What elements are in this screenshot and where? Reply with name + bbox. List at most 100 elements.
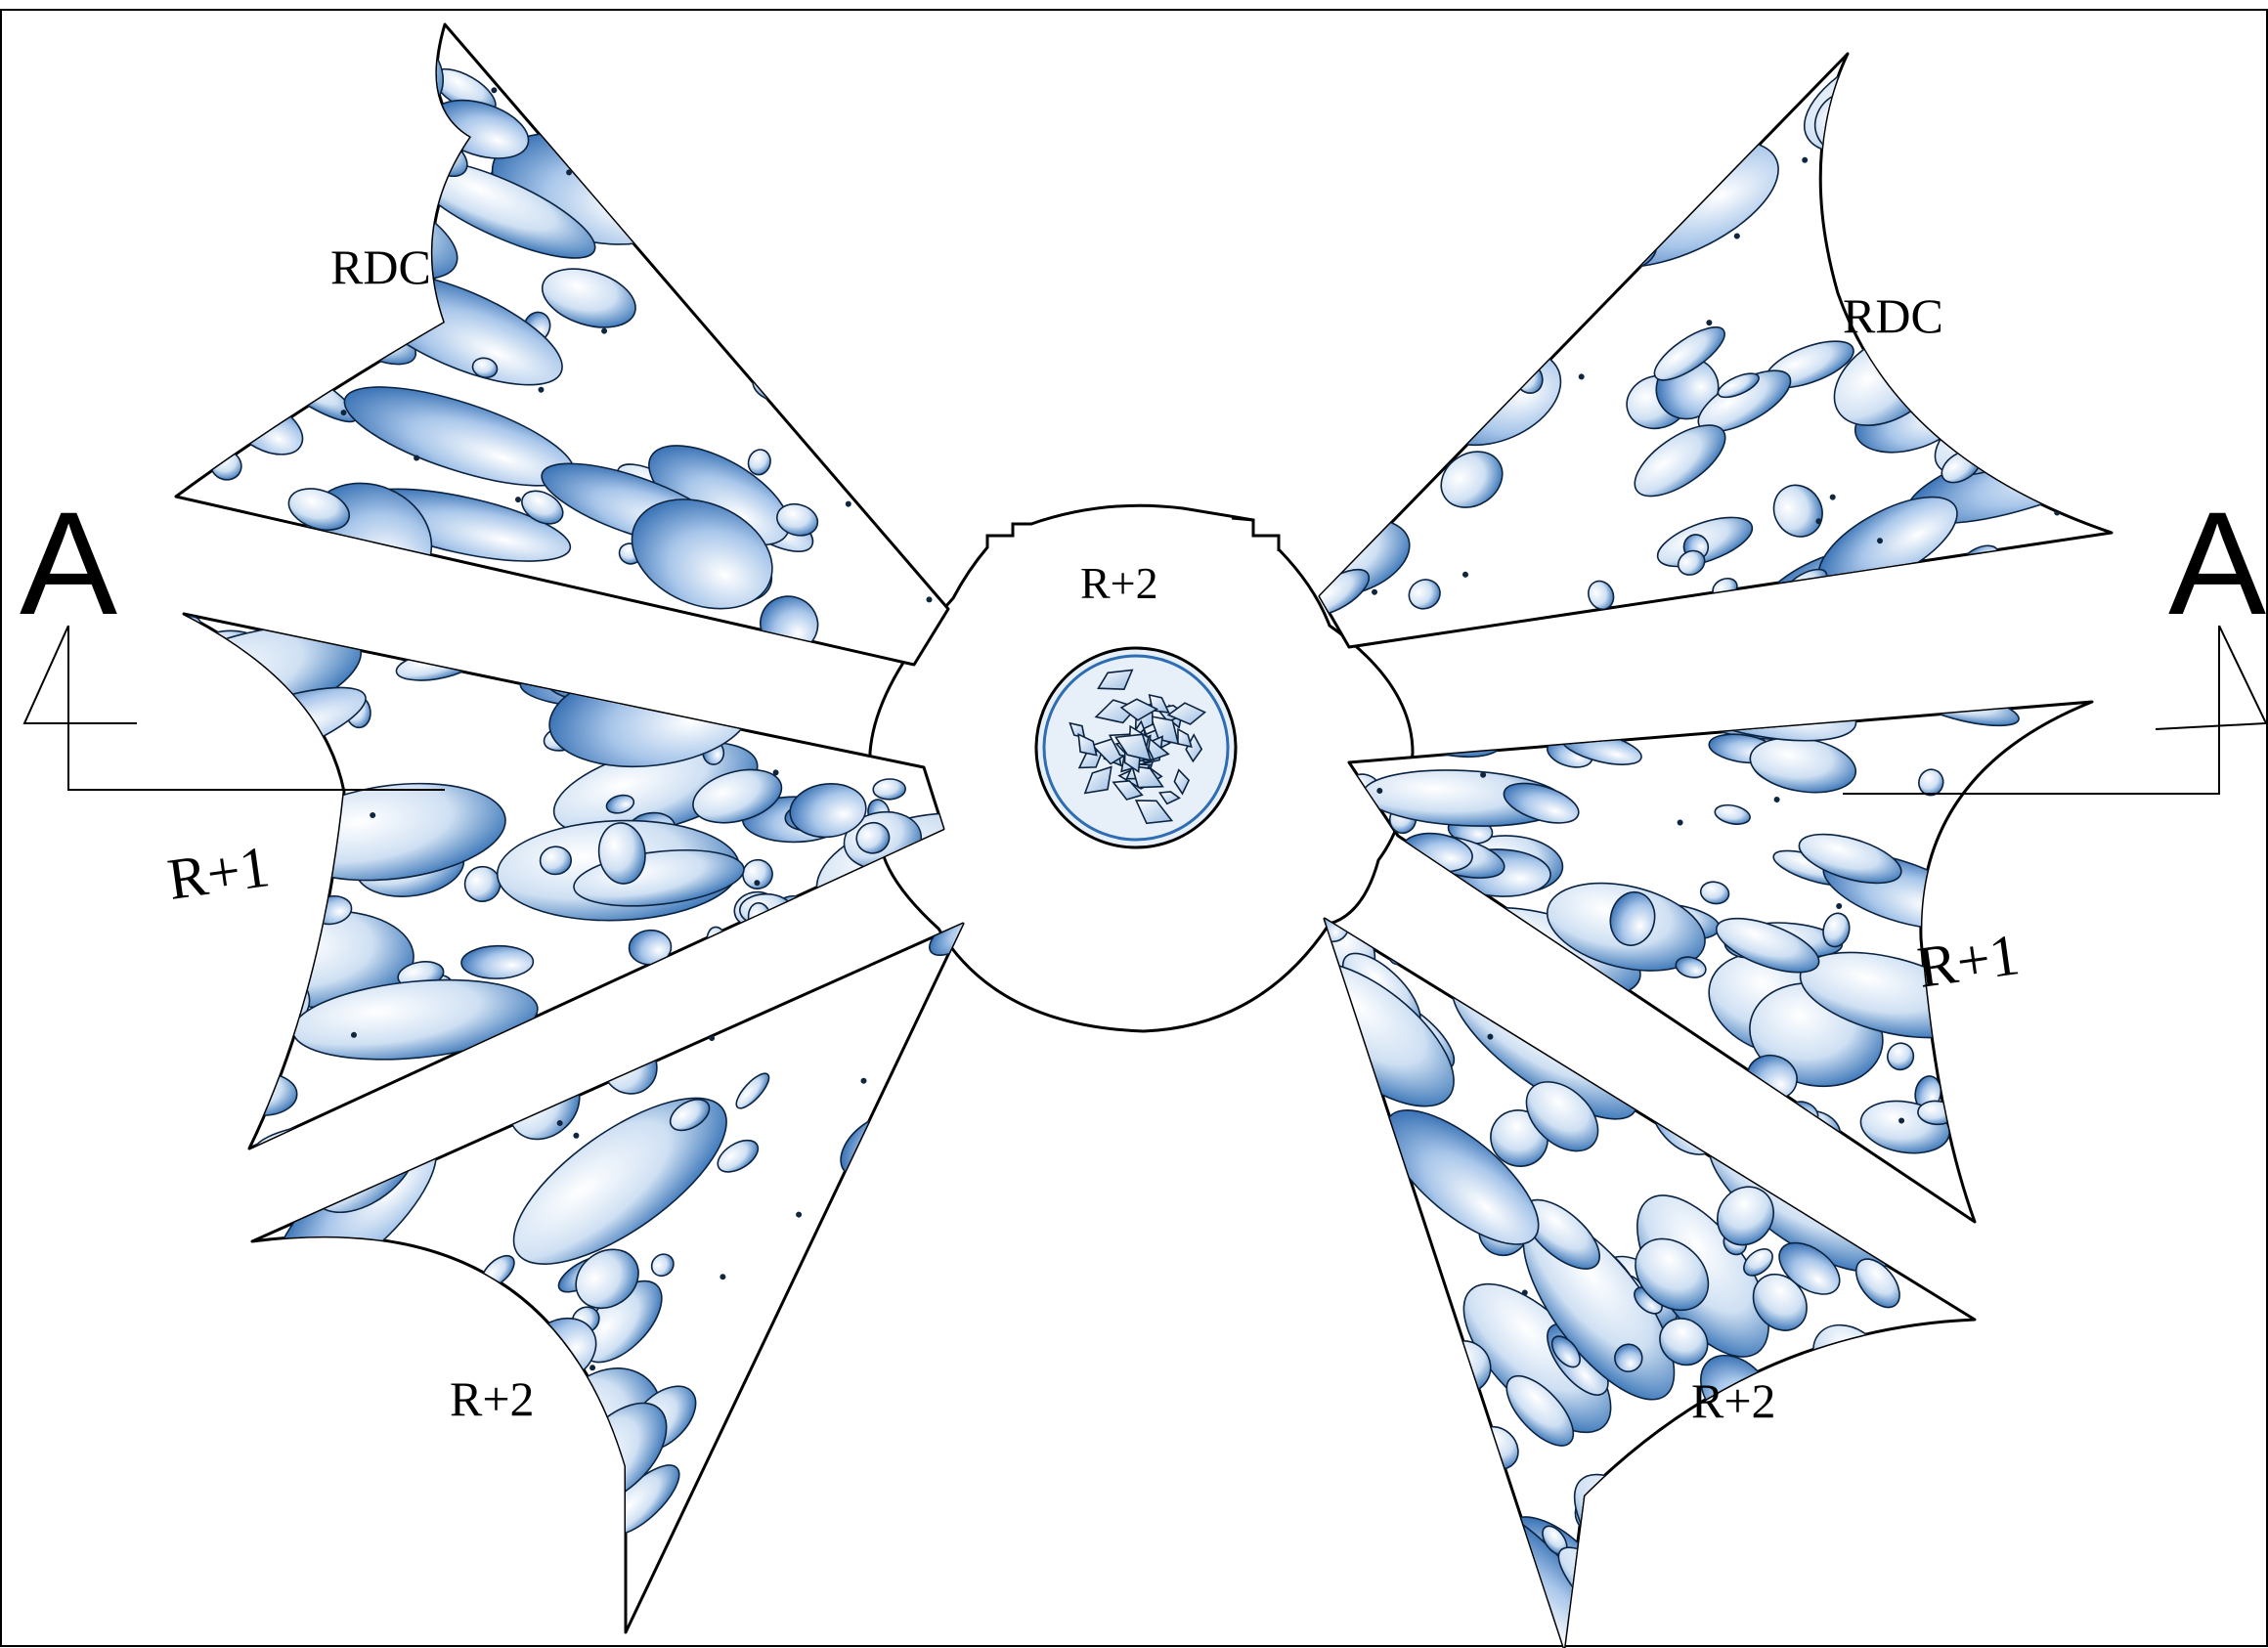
glass-facet: [1173, 768, 1191, 796]
bubble-opening: [1877, 538, 1883, 544]
wing-label-left-bottom: R+2: [450, 1371, 535, 1426]
bubble-opening: [224, 953, 257, 976]
bubble-opening: [735, 1072, 770, 1109]
bubble-opening: [1588, 580, 1615, 611]
bubble-opening: [1714, 803, 1751, 825]
bubble-opening: [1822, 912, 1851, 948]
glass-facet: [1134, 800, 1174, 825]
bubble-opening: [789, 783, 867, 839]
bubble-opening: [743, 24, 816, 65]
bubble-opening: [1677, 819, 1683, 826]
bubble-opening: [1505, 91, 1511, 98]
bubble-opening: [2031, 357, 2112, 402]
bubble-opening: [2083, 579, 2112, 600]
bubble-opening: [1919, 1582, 1926, 1588]
bubble-opening: [900, 306, 929, 332]
bubble-opening: [1344, 1130, 1351, 1137]
bubble-opening: [1733, 233, 1740, 239]
bubble-opening: [556, 1120, 563, 1126]
bubble-opening: [1667, 68, 1732, 129]
bubble-opening: [327, 1351, 374, 1399]
bubble-opening: [1550, 1335, 1581, 1368]
bubble-opening: [1336, 290, 1343, 297]
bubble-opening: [1702, 600, 1709, 607]
bubble-opening: [1990, 549, 2077, 601]
bubble-opening: [1392, 1328, 1399, 1335]
bubble-opening: [1677, 549, 1706, 576]
bubble-opening: [586, 1074, 591, 1081]
bubble-opening: [1918, 768, 1944, 797]
bubble-opening: [275, 859, 324, 920]
section-marker-right: A: [1843, 481, 2268, 795]
bubble-opening: [439, 1062, 510, 1090]
bubble-opening: [218, 782, 260, 813]
bubble-opening: [903, 1068, 929, 1093]
bubble-opening: [1771, 1126, 1841, 1185]
bubble-opening: [751, 281, 758, 287]
bubble-opening: [575, 1248, 639, 1310]
bubble-opening: [521, 490, 564, 525]
bubble-opening: [602, 1459, 609, 1466]
bubble-opening: [1408, 579, 1441, 610]
bubble-opening: [1942, 203, 1970, 234]
bubble-opening: [720, 1274, 726, 1280]
bubble-opening: [882, 1451, 917, 1478]
bubble-opening: [773, 1540, 780, 1546]
wing-label-right-middle: R+1: [1914, 922, 2024, 1000]
bubble-opening: [2010, 832, 2092, 896]
bubble-opening: [741, 1465, 767, 1492]
bubble-opening: [1634, 424, 1726, 498]
bubble-opening: [589, 1365, 596, 1371]
bubble-opening: [1325, 1376, 1366, 1441]
bubble-opening: [1859, 1540, 1897, 1576]
bubble-opening: [768, 123, 775, 130]
bubble-opening: [1325, 1476, 1366, 1547]
bubble-opening: [413, 643, 419, 649]
bubble-opening: [1846, 600, 1889, 636]
wing-label-left-top: RDC: [330, 239, 431, 294]
bubble-opening: [502, 1564, 559, 1621]
bubble-opening: [661, 236, 698, 269]
bubble-opening: [1772, 484, 1823, 538]
bubble-opening: [1460, 92, 1589, 161]
bubble-opening: [1404, 921, 1435, 955]
bubble-opening: [319, 24, 445, 122]
bubble-opening: [512, 1097, 727, 1265]
bubble-opening: [1743, 1248, 1773, 1277]
glass-facet: [1166, 702, 1206, 725]
bubble-opening: [500, 614, 589, 663]
bubble-opening: [1798, 833, 1902, 885]
bubble-opening: [1717, 1186, 1774, 1246]
bubble-opening: [1379, 211, 1479, 278]
bubble-opening: [395, 1089, 402, 1096]
bubble-opening: [2010, 54, 2112, 87]
bubble-opening: [311, 1392, 396, 1461]
bubble-opening: [1706, 320, 1713, 326]
bubble-opening: [1443, 914, 1450, 921]
bubble-opening: [731, 1532, 738, 1539]
bubble-opening: [1513, 944, 1520, 951]
bubble-opening: [789, 95, 796, 102]
bubble-opening: [523, 622, 562, 648]
bubble-opening: [541, 268, 636, 328]
bubble-opening: [1754, 1175, 1761, 1182]
bubble-opening: [1532, 1021, 1576, 1044]
bubble-opening: [1715, 917, 1820, 974]
bubble-opening: [943, 1529, 963, 1553]
bubble-opening: [842, 1436, 963, 1599]
bubble-opening: [862, 1570, 902, 1609]
bubble-opening: [539, 846, 572, 876]
bubble-opening: [491, 87, 498, 94]
bubble-opening: [401, 1374, 408, 1381]
central-atrium: [1034, 646, 1238, 849]
bubble-opening: [725, 59, 823, 113]
bubble-opening: [321, 1448, 446, 1556]
bubble-opening: [1503, 782, 1580, 824]
bubble-opening: [1340, 1442, 1427, 1533]
wing-label-right-top: RDC: [1843, 288, 1943, 343]
bubble-opening: [1320, 229, 1431, 345]
bubble-opening: [877, 440, 883, 446]
glass-facet: [1083, 765, 1112, 795]
bubble-opening: [1949, 806, 2020, 851]
bubble-opening: [1578, 373, 1585, 380]
